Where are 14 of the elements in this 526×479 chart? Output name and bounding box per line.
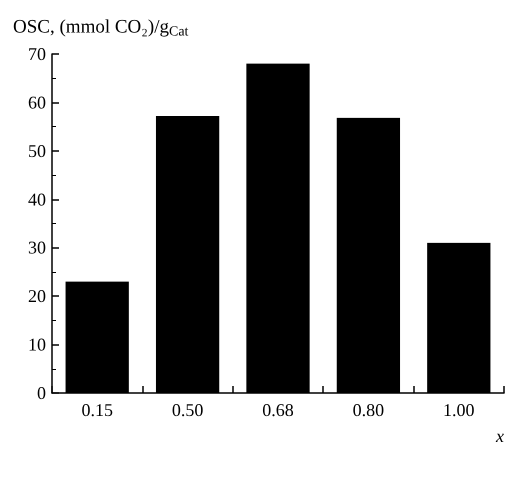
y-tick-label: 30	[28, 238, 46, 258]
y-tick-label: 60	[28, 92, 46, 112]
y-tick-label: 20	[28, 286, 46, 306]
x-tick-label: 0.15	[81, 400, 113, 420]
x-tick-label: 0.80	[352, 400, 384, 420]
x-tick-label: 0.50	[172, 400, 204, 420]
y-tick-label: 10	[28, 334, 46, 355]
y-tick-label: 50	[28, 140, 46, 161]
x-tick-label: 0.68	[262, 400, 294, 420]
y-tick-label: 70	[28, 44, 46, 64]
y-tick-label: 40	[28, 189, 46, 210]
x-axis-title: x	[495, 426, 504, 446]
y-tick-label: 0	[37, 383, 46, 403]
x-tick-label: 1.00	[443, 400, 475, 420]
